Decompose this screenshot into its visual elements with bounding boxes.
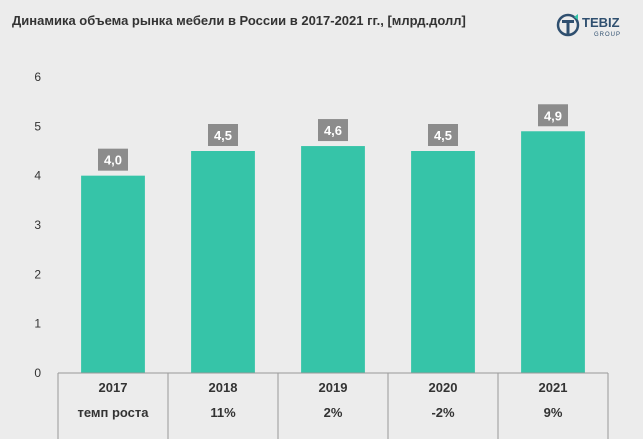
x-tick-label: 2017 <box>99 380 128 395</box>
growth-rate-value: 2% <box>324 405 343 420</box>
bar <box>81 175 145 373</box>
data-label-box <box>208 124 238 146</box>
data-label-box <box>538 104 568 127</box>
y-tick-label: 2 <box>34 267 41 281</box>
data-label-box <box>318 119 348 142</box>
growth-rate-value: 11% <box>210 405 236 420</box>
brand-subtitle: GROUP <box>594 32 621 38</box>
y-tick-label: 1 <box>34 317 41 331</box>
y-tick-label: 5 <box>34 119 41 133</box>
data-label-box <box>428 124 458 146</box>
data-label: 4,0 <box>104 153 122 168</box>
chart-title: Динамика объема рынка мебели в России в … <box>12 13 466 28</box>
tebiz-logo-icon: TEBIZ GROUP <box>556 13 621 38</box>
x-tick-label: 2019 <box>319 380 348 395</box>
data-label-box <box>98 148 128 171</box>
bar <box>191 151 255 373</box>
bar <box>411 151 475 373</box>
growth-rate-row: темп роста 11% 2% -2% 9% <box>77 405 562 420</box>
y-tick-label: 4 <box>34 169 41 183</box>
data-label: 4,9 <box>544 108 562 123</box>
x-tick-label: 2021 <box>539 380 568 395</box>
x-tick-label: 2020 <box>429 380 458 395</box>
x-axis: 2017 2018 2019 2020 2021 <box>57 372 609 439</box>
data-label: 4,5 <box>434 128 452 143</box>
bar <box>301 146 365 373</box>
brand-name: TEBIZ <box>582 15 620 30</box>
growth-rate-value: 9% <box>544 405 563 420</box>
y-tick-label: 0 <box>34 366 41 380</box>
bar <box>521 131 585 373</box>
x-tick-label: 2018 <box>209 380 238 395</box>
data-label: 4,6 <box>324 123 342 138</box>
y-tick-label: 6 <box>34 70 41 84</box>
growth-rate-label: темп роста <box>77 405 149 420</box>
y-tick-label: 3 <box>34 218 41 232</box>
growth-rate-value: -2% <box>431 405 455 420</box>
bars: 4,0 4,5 4,6 4,5 4,9 <box>81 104 585 373</box>
y-axis: 0 1 2 3 4 5 6 <box>34 70 41 380</box>
data-label: 4,5 <box>214 128 232 143</box>
